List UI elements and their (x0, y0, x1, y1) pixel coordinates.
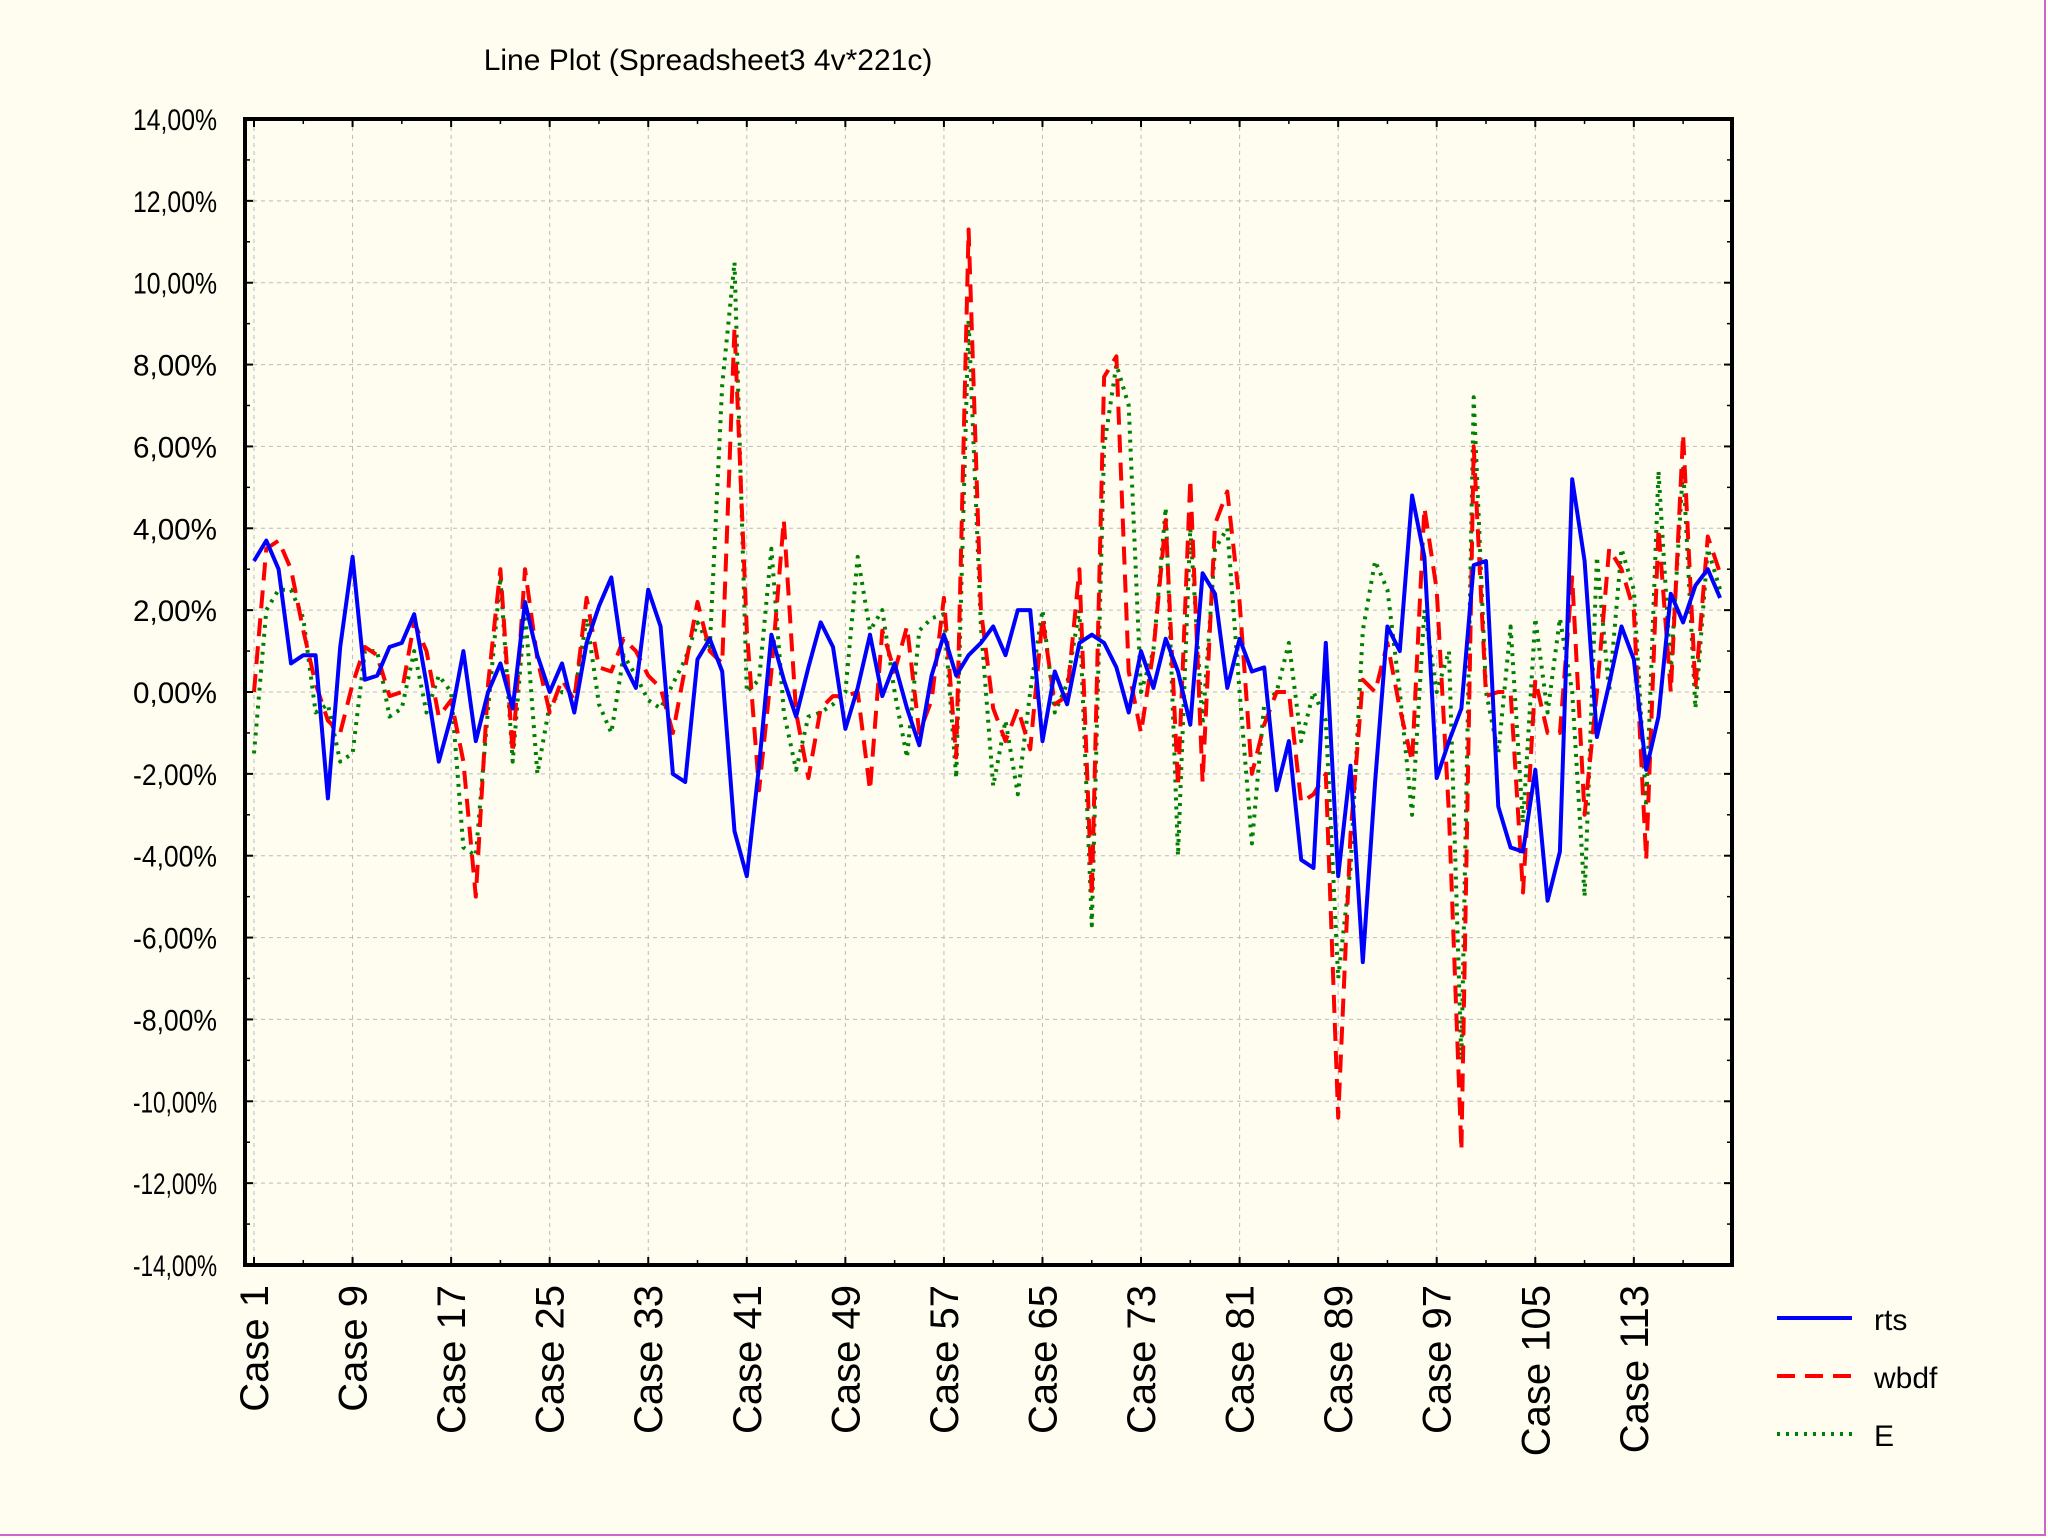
y-tick-label: 6,00% (133, 431, 217, 464)
y-tick-label: 12,00% (133, 186, 217, 219)
y-tick-label: -12,00% (133, 1168, 217, 1201)
legend-label-wbdf: wbdf (1873, 1362, 1938, 1395)
x-tick-label: Case 49 (824, 1285, 868, 1434)
x-tick-label: Case 113 (1613, 1285, 1657, 1453)
y-tick-label: 14,00% (133, 104, 217, 137)
x-tick-label: Case 97 (1416, 1285, 1460, 1434)
y-tick-label: -8,00% (133, 1004, 217, 1037)
series-line-wbdf (252, 227, 1722, 1153)
x-tick-label: Case 89 (1317, 1285, 1361, 1434)
x-tick-label: Case 57 (923, 1285, 967, 1434)
y-tick-label: -4,00% (133, 841, 217, 874)
x-tick-label: Case 81 (1219, 1285, 1263, 1434)
x-tick-label: Case 1 (233, 1285, 277, 1412)
x-tick-label: Case 105 (1514, 1285, 1558, 1456)
y-tick-label: 10,00% (133, 268, 217, 301)
x-tick-label: Case 41 (726, 1285, 770, 1434)
x-tick-label: Case 73 (1120, 1285, 1164, 1434)
y-tick-label: -14,00% (133, 1250, 217, 1283)
series-line-rts (252, 477, 1722, 965)
x-tick-label: Case 33 (627, 1285, 671, 1434)
legend-label-rts: rts (1874, 1304, 1907, 1337)
axis-ticks (245, 118, 1732, 1266)
x-tick-label: Case 65 (1021, 1285, 1065, 1434)
y-tick-label: -6,00% (133, 923, 217, 956)
x-tick-label: Case 17 (430, 1285, 474, 1434)
y-tick-label: -10,00% (133, 1086, 217, 1119)
y-tick-label: 8,00% (133, 350, 217, 383)
x-tick-label: Case 9 (332, 1285, 376, 1412)
series-layer (252, 227, 1723, 1153)
x-axis-labels: Case 1 Case 9 Case 17 Case 25 Case 33 Case 41… (233, 1285, 1657, 1456)
y-tick-label: 0,00% (133, 677, 217, 710)
legend-label-e: E (1874, 1420, 1894, 1453)
x-tick-label: Case 25 (529, 1285, 573, 1434)
y-axis-labels: -14,00% -12,00% -10,00% -8,00% -6,00% -4,00% -… (133, 104, 217, 1283)
chart-title: Line Plot (Spreadsheet3 4v*221c) (484, 44, 933, 77)
y-tick-label: 4,00% (133, 513, 217, 546)
y-tick-label: 2,00% (133, 595, 217, 628)
legend: rts wbdf E (1777, 1304, 1938, 1453)
grid-lines (245, 118, 1732, 1266)
y-tick-label: -2,00% (133, 759, 217, 792)
